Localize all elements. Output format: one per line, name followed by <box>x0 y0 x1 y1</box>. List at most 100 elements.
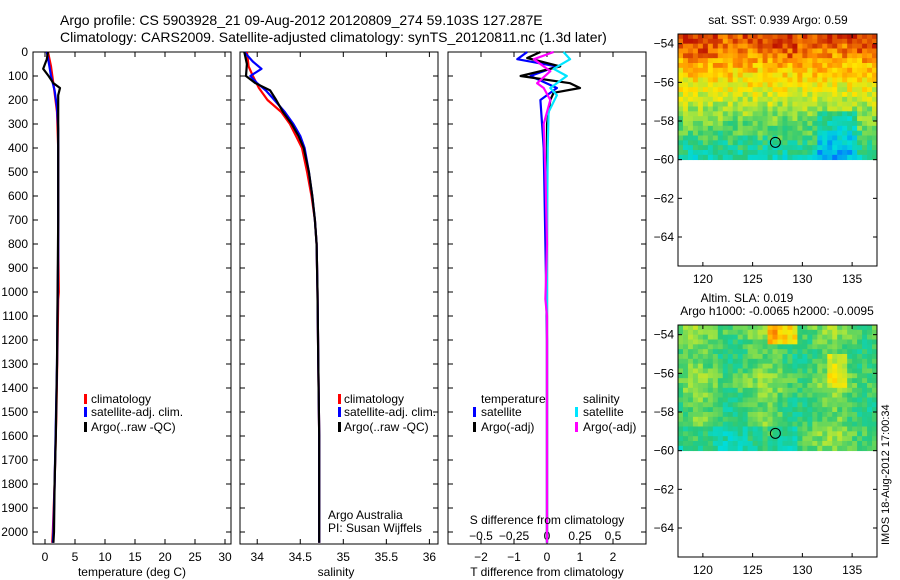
heatmap-cell <box>682 53 689 59</box>
heatmap-cell <box>857 373 863 379</box>
heatmap-cell <box>687 325 694 331</box>
heatmap-cell <box>822 358 828 365</box>
heatmap-cell <box>867 445 873 452</box>
heatmap-cell <box>697 48 704 54</box>
heatmap-cell <box>702 373 709 379</box>
heatmap-cell <box>782 426 788 432</box>
legend-label-s-satellite: satellite <box>583 405 624 419</box>
heatmap-cell <box>732 378 739 384</box>
heatmap-cell <box>712 106 719 112</box>
heatmap-cell <box>697 412 704 418</box>
heatmap-cell <box>742 106 749 112</box>
heatmap-cell <box>757 354 763 360</box>
heatmap-cell <box>697 34 704 40</box>
heatmap-cell <box>787 358 793 365</box>
heatmap-cell <box>742 154 749 161</box>
heatmap-cell <box>678 43 684 49</box>
heatmap-cell <box>847 67 853 74</box>
heatmap-cell <box>747 150 754 156</box>
heatmap-cell <box>707 431 714 437</box>
heatmap-cell <box>687 43 694 49</box>
heatmap-cell <box>707 412 714 418</box>
heatmap-cell <box>717 387 724 394</box>
heatmap-cell <box>782 154 788 161</box>
legend-swatch-argo <box>84 422 87 432</box>
heatmap-cell <box>812 354 818 360</box>
heatmap-cell <box>722 445 729 452</box>
heatmap-cell <box>872 445 878 452</box>
heatmap-cell <box>752 441 759 447</box>
heatmap-cell <box>807 329 813 336</box>
heatmap-cell <box>678 436 684 442</box>
heatmap-cell <box>852 130 858 136</box>
heatmap-cell <box>777 67 783 74</box>
heatmap-cell <box>702 402 709 408</box>
heatmap-cell <box>742 402 749 408</box>
heatmap-cell <box>692 92 699 98</box>
heatmap-cell <box>872 412 878 418</box>
heatmap-cell <box>872 436 878 442</box>
heatmap-cell <box>692 354 699 360</box>
heatmap-cell <box>787 421 793 427</box>
heatmap-cell <box>697 421 704 427</box>
sst-float-location-marker <box>769 136 781 148</box>
heatmap-cell <box>812 383 818 389</box>
heatmap-cell <box>872 116 878 122</box>
heatmap-cell <box>847 426 853 432</box>
heatmap-cell <box>862 344 868 350</box>
heatmap-cell <box>792 407 798 413</box>
heatmap-cell <box>742 441 749 447</box>
heatmap-cell <box>817 421 823 427</box>
heatmap-cell <box>737 130 744 136</box>
salinity-xlabel: salinity <box>318 565 355 579</box>
heatmap-cell <box>707 363 714 369</box>
heatmap-cell <box>747 67 754 74</box>
heatmap-cell <box>697 63 704 69</box>
heatmap-cell <box>842 145 848 151</box>
heatmap-cell <box>852 421 858 427</box>
heatmap-cell <box>872 154 878 161</box>
heatmap-cell <box>792 358 798 365</box>
legend-swatch-climatology <box>84 394 87 404</box>
heatmap-cell <box>772 412 778 418</box>
heatmap-cell <box>682 72 689 78</box>
heatmap-cell <box>832 145 838 151</box>
heatmap-cell <box>712 387 719 394</box>
heatmap-cell <box>762 412 768 418</box>
heatmap-cell <box>867 154 873 161</box>
heatmap-cell <box>867 426 873 432</box>
heatmap-cell <box>732 140 739 146</box>
heatmap-cell <box>832 140 838 146</box>
heatmap-cell <box>727 67 734 74</box>
heatmap-cell <box>692 130 699 136</box>
heatmap-cell <box>807 402 813 408</box>
heatmap-cell <box>687 426 694 432</box>
heatmap-cell <box>722 106 729 112</box>
heatmap-cell <box>802 48 808 54</box>
heatmap-cell <box>732 82 739 88</box>
heatmap-cell <box>867 140 873 146</box>
heatmap-cell <box>792 116 798 122</box>
heatmap-cell <box>767 154 773 161</box>
x-tick-label: 34 <box>251 550 265 564</box>
heatmap-cell <box>802 135 808 141</box>
heatmap-cell <box>707 106 714 112</box>
heatmap-cell <box>678 358 684 365</box>
heatmap-cell <box>757 397 763 403</box>
heatmap-cell <box>772 441 778 447</box>
heatmap-cell <box>682 368 689 374</box>
heatmap-cell <box>687 77 694 83</box>
heatmap-cell <box>742 67 749 74</box>
heatmap-cell <box>692 106 699 112</box>
heatmap-cell <box>678 431 684 437</box>
x-tick-label: −1 <box>507 550 521 564</box>
heatmap-cell <box>852 402 858 408</box>
heatmap-cell <box>762 106 768 112</box>
heatmap-cell <box>772 77 778 83</box>
heatmap-cell <box>777 354 783 360</box>
heatmap-cell <box>807 96 813 103</box>
heatmap-cell <box>787 38 793 45</box>
heatmap-cell <box>847 116 853 122</box>
heatmap-cell <box>852 436 858 442</box>
heatmap-cell <box>747 34 754 40</box>
